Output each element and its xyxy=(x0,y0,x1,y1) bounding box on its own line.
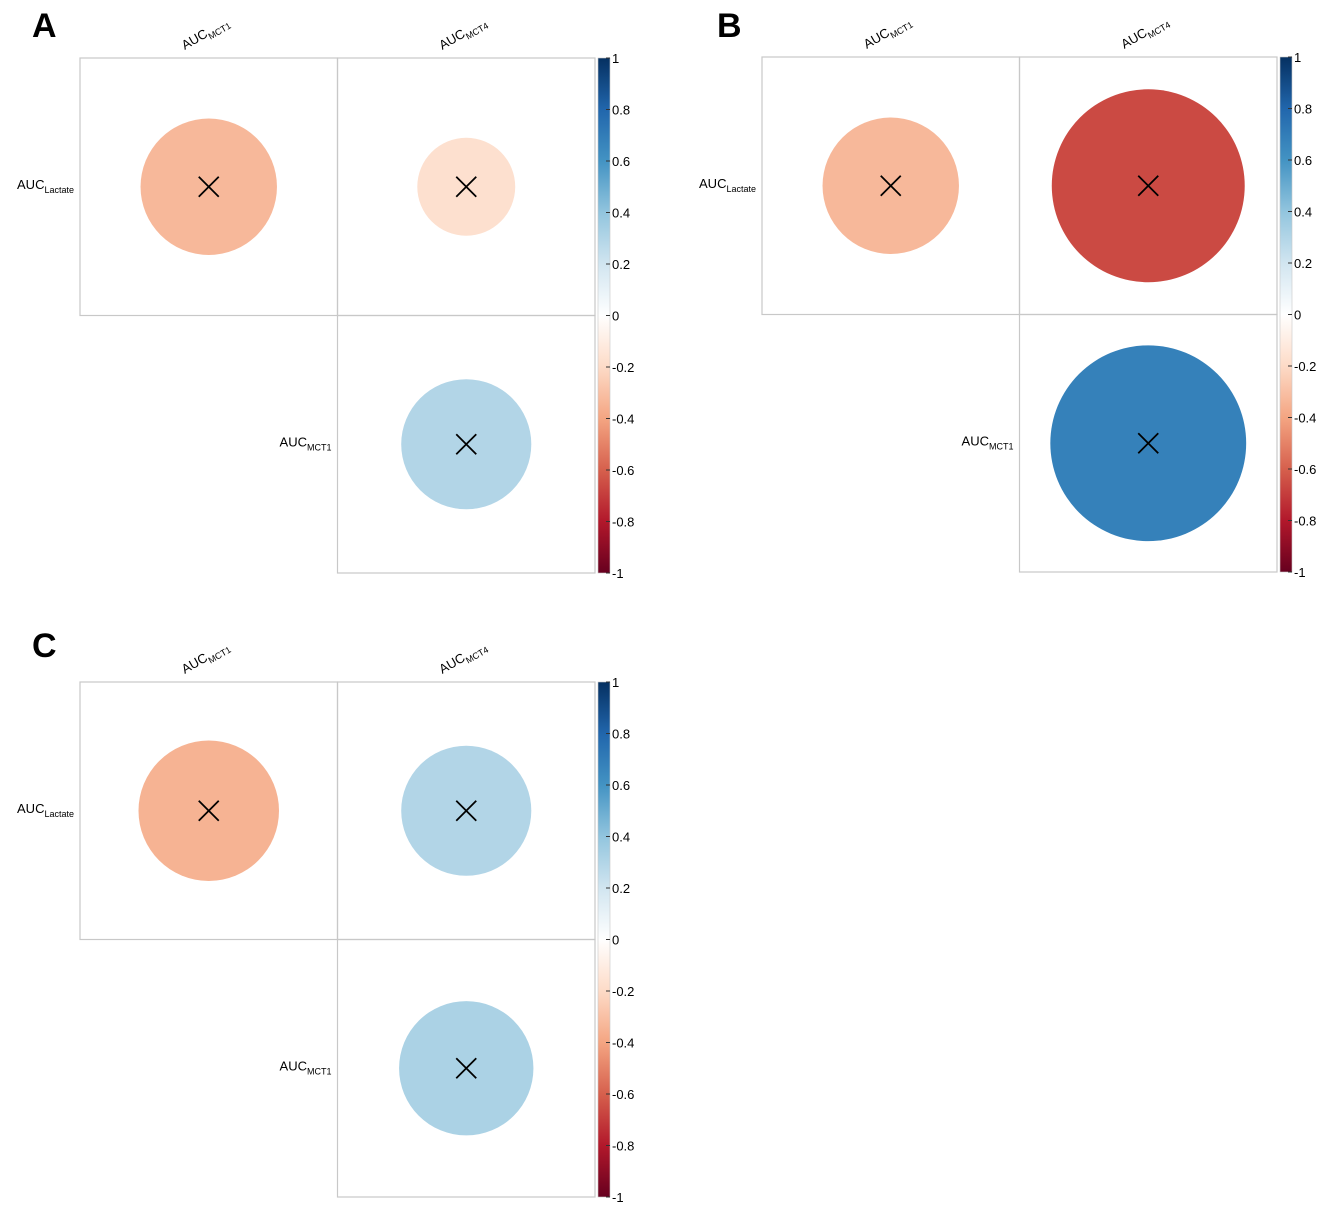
panel-label: A xyxy=(32,7,57,45)
column-label: AUCMCT1 xyxy=(179,14,233,56)
row-label-main: AUC xyxy=(17,801,44,816)
colorbar-tick-label: 0.2 xyxy=(1294,256,1312,271)
colorbar-tick-label: 0.4 xyxy=(612,206,630,221)
colorbar-tick-label: -0.8 xyxy=(1294,514,1316,529)
row-label-sub: Lactate xyxy=(44,185,74,195)
row-label: AUCLactate xyxy=(17,177,74,195)
colorbar-tick-label: -0.6 xyxy=(612,1087,634,1102)
colorbar-tick-label: 0.8 xyxy=(612,103,630,118)
colorbar-tick-label: -0.2 xyxy=(612,360,634,375)
nonsignificant-cross-icon xyxy=(455,800,477,822)
row-label-main: AUC xyxy=(962,433,989,448)
row-label-sub: MCT1 xyxy=(989,441,1014,451)
colorbar-tick-label: -1 xyxy=(612,566,624,581)
row-label: AUCMCT1 xyxy=(962,433,1014,451)
column-label-main: AUC xyxy=(179,26,210,53)
column-label-main: AUC xyxy=(436,26,467,53)
colorbar-tick-label: -0.6 xyxy=(1294,462,1316,477)
grid-cell xyxy=(336,938,596,1198)
colorbar-tick-label: 0 xyxy=(1294,308,1301,323)
panel-b: B AUCMCT1 AUCMCT4AUCLactateAUCMCT110.80.60… xyxy=(699,7,1316,580)
panel-a: A AUCMCT1 AUCMCT4AUCLactateAUCMCT110.80.60… xyxy=(17,7,634,581)
nonsignificant-cross-icon xyxy=(455,433,477,455)
grid-cell xyxy=(1018,313,1278,573)
colorbar-tick-label: -0.4 xyxy=(612,412,634,427)
column-label: AUCMCT1 xyxy=(861,13,915,55)
row-label-main: AUC xyxy=(280,434,307,449)
column-label-sub: MCT4 xyxy=(464,645,490,666)
row-label: AUCMCT1 xyxy=(280,1058,332,1076)
colorbar-tick-label: -0.4 xyxy=(1294,411,1316,426)
column-label-main: AUC xyxy=(861,25,892,52)
column-label: AUCMCT4 xyxy=(436,14,490,56)
column-label-sub: MCT1 xyxy=(889,20,915,41)
column-label-sub: MCT4 xyxy=(1146,20,1172,41)
column-label-sub: MCT1 xyxy=(207,21,233,42)
nonsignificant-cross-icon xyxy=(1137,175,1159,197)
colorbar-tick-label: 0.8 xyxy=(1294,102,1312,117)
colorbar-tick-label: -0.6 xyxy=(612,463,634,478)
colorbar-tick-label: -1 xyxy=(612,1190,624,1205)
row-label: AUCMCT1 xyxy=(280,434,332,452)
colorbar-tick-label: -1 xyxy=(1294,565,1306,580)
nonsignificant-cross-icon xyxy=(455,1057,477,1079)
colorbar-tick-label: 1 xyxy=(612,675,619,690)
row-label: AUCLactate xyxy=(17,801,74,819)
colorbar-tick-label: 0 xyxy=(612,309,619,324)
column-label-sub: MCT1 xyxy=(207,645,233,666)
nonsignificant-cross-icon xyxy=(455,176,477,198)
nonsignificant-cross-icon xyxy=(880,175,902,197)
nonsignificant-cross-icon xyxy=(1137,432,1159,454)
nonsignificant-cross-icon xyxy=(198,800,220,822)
row-label-main: AUC xyxy=(280,1058,307,1073)
colorbar-tick-label: -0.8 xyxy=(612,1139,634,1154)
colorbar-tick-label: 0.6 xyxy=(612,154,630,169)
colorbar-tick-label: 0.4 xyxy=(612,830,630,845)
colorbar-tick-label: 0.6 xyxy=(1294,153,1312,168)
row-label-sub: Lactate xyxy=(726,184,756,194)
row-label-sub: Lactate xyxy=(44,809,74,819)
grid-cell xyxy=(336,314,596,574)
column-label-main: AUC xyxy=(1118,25,1149,52)
colorbar-tick-label: 1 xyxy=(612,51,619,66)
colorbar-tick-label: 1 xyxy=(1294,50,1301,65)
colorbar-tick-label: -0.2 xyxy=(612,984,634,999)
colorbar-tick-label: -0.4 xyxy=(612,1036,634,1051)
row-label-sub: MCT1 xyxy=(307,442,332,452)
row-label-main: AUC xyxy=(17,177,44,192)
row-label: AUCLactate xyxy=(699,176,756,194)
column-label-main: AUC xyxy=(436,650,467,677)
panel-label: B xyxy=(717,7,742,45)
nonsignificant-cross-icon xyxy=(198,176,220,198)
column-label: AUCMCT4 xyxy=(1118,13,1172,55)
colorbar-tick-label: -0.8 xyxy=(612,515,634,530)
column-label-main: AUC xyxy=(179,650,210,677)
panel-c: C AUCMCT1 AUCMCT4AUCLactateAUCMCT110.80.60… xyxy=(17,627,634,1205)
colorbar-tick-label: -0.2 xyxy=(1294,359,1316,374)
colorbar-tick-label: 0.2 xyxy=(612,881,630,896)
colorbar-tick-label: 0.8 xyxy=(612,727,630,742)
colorbar-tick-label: 0 xyxy=(612,933,619,948)
column-label: AUCMCT1 xyxy=(179,638,233,680)
column-label-sub: MCT4 xyxy=(464,21,490,42)
row-label-sub: MCT1 xyxy=(307,1066,332,1076)
colorbar-tick-label: 0.6 xyxy=(612,778,630,793)
panel-label: C xyxy=(32,627,57,665)
row-label-main: AUC xyxy=(699,176,726,191)
column-label: AUCMCT4 xyxy=(436,638,490,680)
colorbar-tick-label: 0.4 xyxy=(1294,205,1312,220)
colorbar-tick-label: 0.2 xyxy=(612,257,630,272)
